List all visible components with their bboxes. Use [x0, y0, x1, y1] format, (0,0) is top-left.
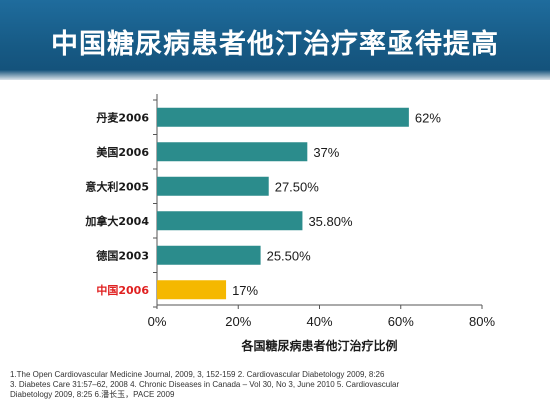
x-tick-label: 40% — [306, 314, 332, 329]
title-bar: 中国糖尿病患者他汀治疗率亟待提高 — [0, 0, 550, 80]
value-label: 25.50% — [267, 248, 312, 263]
footnote-line-2: 3. Diabetes Care 31:57–62, 2008 4. Chron… — [10, 380, 400, 389]
bar — [157, 142, 308, 162]
x-tick-label: 80% — [469, 314, 495, 329]
value-label: 62% — [415, 110, 441, 125]
x-tick-label: 60% — [388, 314, 414, 329]
value-label: 35.80% — [308, 214, 353, 229]
bar — [157, 107, 409, 127]
category-label: 中国2006 — [96, 283, 149, 297]
x-tick-label: 20% — [225, 314, 251, 329]
bar-chart: 丹麦2006 62% 美国2006 37% 意大利2005 27.50% 加拿大2004 35… — [84, 94, 495, 353]
footnote-line-3: Diabetology 2009, 8:25 6.潘长玉，PACE 2009 — [10, 390, 175, 399]
x-axis-title: 各国糖尿病患者他汀治疗比例 — [240, 338, 397, 353]
category-label: 美国2006 — [96, 145, 149, 159]
footnotes: 1.The Open Cardiovascular Medicine Journ… — [10, 370, 545, 400]
page-title: 中国糖尿病患者他汀治疗率亟待提高 — [51, 29, 499, 60]
category-label: 意大利2005 — [85, 179, 149, 193]
bar — [157, 211, 303, 231]
value-label: 37% — [313, 145, 339, 160]
bar — [157, 176, 269, 196]
bar-highlight — [157, 280, 227, 300]
value-label: 17% — [232, 283, 258, 298]
bar — [157, 245, 261, 265]
x-tick-label: 0% — [148, 314, 167, 329]
category-label: 德国2003 — [95, 248, 149, 262]
category-label: 丹麦2006 — [96, 110, 149, 124]
value-label: 27.50% — [275, 179, 320, 194]
category-label: 加拿大2004 — [84, 214, 149, 228]
footnote-line-1: 1.The Open Cardiovascular Medicine Journ… — [10, 370, 385, 379]
